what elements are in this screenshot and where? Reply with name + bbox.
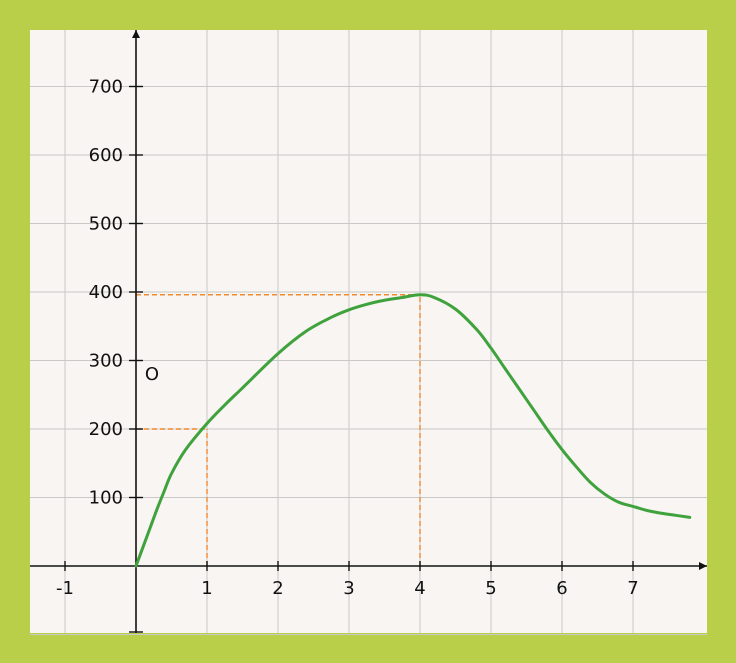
x-tick-label: 5 bbox=[485, 578, 496, 599]
tick-labels: -1 1 2 3 4 5 6 7 100 200 300 400 500 600 700 O bbox=[56, 77, 639, 600]
x-tick-label: 2 bbox=[272, 578, 283, 599]
origin-label: O bbox=[145, 364, 159, 385]
chart-panel bbox=[30, 30, 707, 633]
x-tick-label: 6 bbox=[556, 578, 567, 599]
y-tick-label: 400 bbox=[89, 282, 123, 303]
y-tick-label: 500 bbox=[89, 214, 123, 235]
series-line-1 bbox=[134, 293, 692, 568]
guide-lines bbox=[136, 294, 421, 566]
y-tick-label: 600 bbox=[89, 145, 123, 166]
y-tick-label: 100 bbox=[89, 488, 123, 509]
x-tick-label: 3 bbox=[343, 578, 354, 599]
y-tick-label: 300 bbox=[89, 351, 123, 372]
y-tick-label: 200 bbox=[89, 419, 123, 440]
y-axis-arrow bbox=[132, 30, 140, 38]
y-tick-label: 700 bbox=[89, 77, 123, 98]
x-tick-label: 1 bbox=[201, 578, 212, 599]
series-layer bbox=[134, 293, 692, 568]
x-axis-arrow bbox=[699, 562, 707, 570]
x-tick-label: -1 bbox=[56, 578, 74, 599]
x-tick-label: 7 bbox=[627, 578, 638, 599]
grid bbox=[30, 30, 707, 635]
axes bbox=[30, 30, 707, 633]
x-tick-label: 4 bbox=[414, 578, 425, 599]
